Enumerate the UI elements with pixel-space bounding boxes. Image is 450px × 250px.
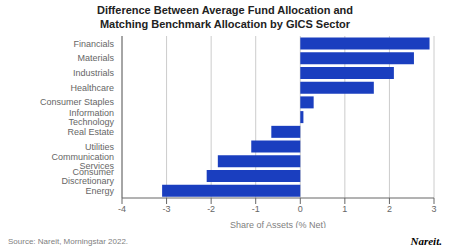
svg-text:ConsumerDiscretionary: ConsumerDiscretionary (61, 167, 114, 186)
svg-text:Real Estate: Real Estate (67, 127, 114, 137)
svg-text:3: 3 (431, 204, 436, 214)
svg-text:Financials: Financials (73, 39, 114, 49)
svg-text:Utilities: Utilities (85, 142, 115, 152)
svg-text:Consumer Staples: Consumer Staples (40, 97, 115, 107)
svg-text:Industrials: Industrials (73, 68, 115, 78)
svg-text:2: 2 (387, 204, 392, 214)
svg-text:-2: -2 (207, 204, 215, 214)
svg-text:-3: -3 (163, 204, 171, 214)
svg-text:-4: -4 (118, 204, 126, 214)
svg-text:Share of Assets (% Net): Share of Assets (% Net) (230, 220, 326, 228)
svg-text:-1: -1 (252, 204, 260, 214)
svg-text:1: 1 (342, 204, 347, 214)
svg-text:0: 0 (298, 204, 303, 214)
svg-text:InformationTechnology: InformationTechnology (68, 108, 114, 127)
svg-text:Healthcare: Healthcare (70, 83, 114, 93)
svg-text:Energy: Energy (85, 186, 114, 196)
svg-text:Materials: Materials (77, 53, 114, 63)
